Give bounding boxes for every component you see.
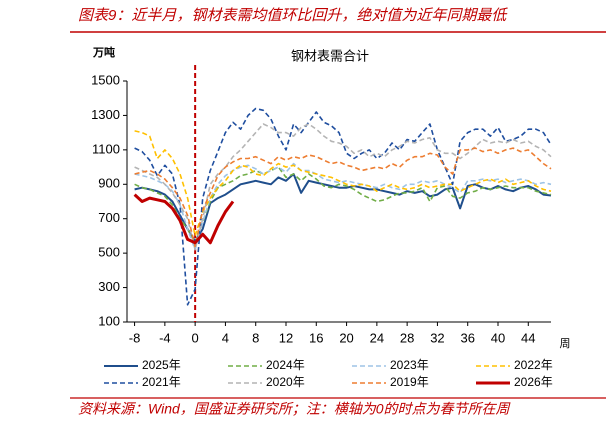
x-tick-label: -4 xyxy=(159,330,171,345)
y-tick-label: 700 xyxy=(98,210,120,225)
y-tick-label: 300 xyxy=(98,279,120,294)
x-tick-label: 40 xyxy=(491,330,505,345)
series-line xyxy=(134,162,552,251)
x-tick-label: 24 xyxy=(370,330,384,345)
legend-label: 2023年 xyxy=(390,358,429,372)
series-line xyxy=(134,173,552,243)
x-tick-label: 0 xyxy=(192,330,199,345)
x-tick-label: 44 xyxy=(521,330,535,345)
x-tick-label: 4 xyxy=(222,330,229,345)
x-tick-label: 32 xyxy=(430,330,444,345)
legend-label: 2021年 xyxy=(142,375,181,389)
y-tick-label: 100 xyxy=(98,313,120,328)
y-tick-label: 1500 xyxy=(91,72,120,87)
series-line xyxy=(134,147,552,248)
x-tick-label: 12 xyxy=(279,330,293,345)
x-tick-label: 36 xyxy=(460,330,474,345)
legend-label: 2020年 xyxy=(266,375,305,389)
legend-label: 2024年 xyxy=(266,358,305,372)
legend-label: 2019年 xyxy=(390,375,429,389)
y-tick-label: 900 xyxy=(98,176,120,191)
y-tick-label: 1300 xyxy=(91,107,120,122)
x-tick-label: 28 xyxy=(400,330,414,345)
series-line xyxy=(133,193,235,245)
x-tick-label: 8 xyxy=(252,330,259,345)
legend-label: 2026年 xyxy=(514,375,553,389)
x-tick-label: 20 xyxy=(339,330,353,345)
x-tick-label: -8 xyxy=(129,330,141,345)
y-axis-label: 万吨 xyxy=(92,45,115,59)
legend-label: 2025年 xyxy=(142,358,181,372)
chart-title: 钢材表需合计 xyxy=(291,48,369,63)
report-title: 图表9：近半月，钢材表需均值环比回升，绝对值为近年同期最低 xyxy=(78,7,508,24)
y-tick-label: 1100 xyxy=(92,141,120,156)
y-tick-label: 500 xyxy=(98,245,120,260)
series-line xyxy=(134,130,552,237)
x-tick-label: 16 xyxy=(309,330,323,345)
legend-label: 2022年 xyxy=(514,358,553,372)
series-line xyxy=(134,123,552,251)
series-line xyxy=(134,107,552,306)
source: 资料来源：Wind，国盛证券研究所；注：横轴为0的时点为春节所在周 xyxy=(78,401,512,417)
x-axis-label: 周 xyxy=(560,337,571,350)
